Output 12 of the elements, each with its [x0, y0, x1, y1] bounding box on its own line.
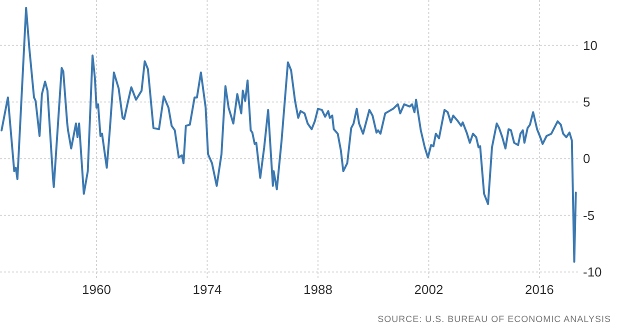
y-tick-label: -10 — [583, 264, 602, 280]
y-tick-label: 5 — [583, 94, 590, 110]
x-tick-label: 1988 — [304, 282, 332, 297]
y-tick-label: -5 — [583, 208, 595, 223]
x-tick-label: 2016 — [524, 282, 554, 297]
line-series — [0, 6, 577, 263]
x-tick-label: 1960 — [82, 282, 111, 297]
y-tick-label: 0 — [583, 151, 590, 166]
x-tick-label: 1974 — [192, 282, 222, 297]
y-tick-label: 10 — [583, 38, 598, 53]
x-tick-label: 2002 — [414, 282, 444, 297]
source-note: SOURCE: U.S. BUREAU OF ECONOMIC ANALYSIS — [378, 314, 611, 324]
